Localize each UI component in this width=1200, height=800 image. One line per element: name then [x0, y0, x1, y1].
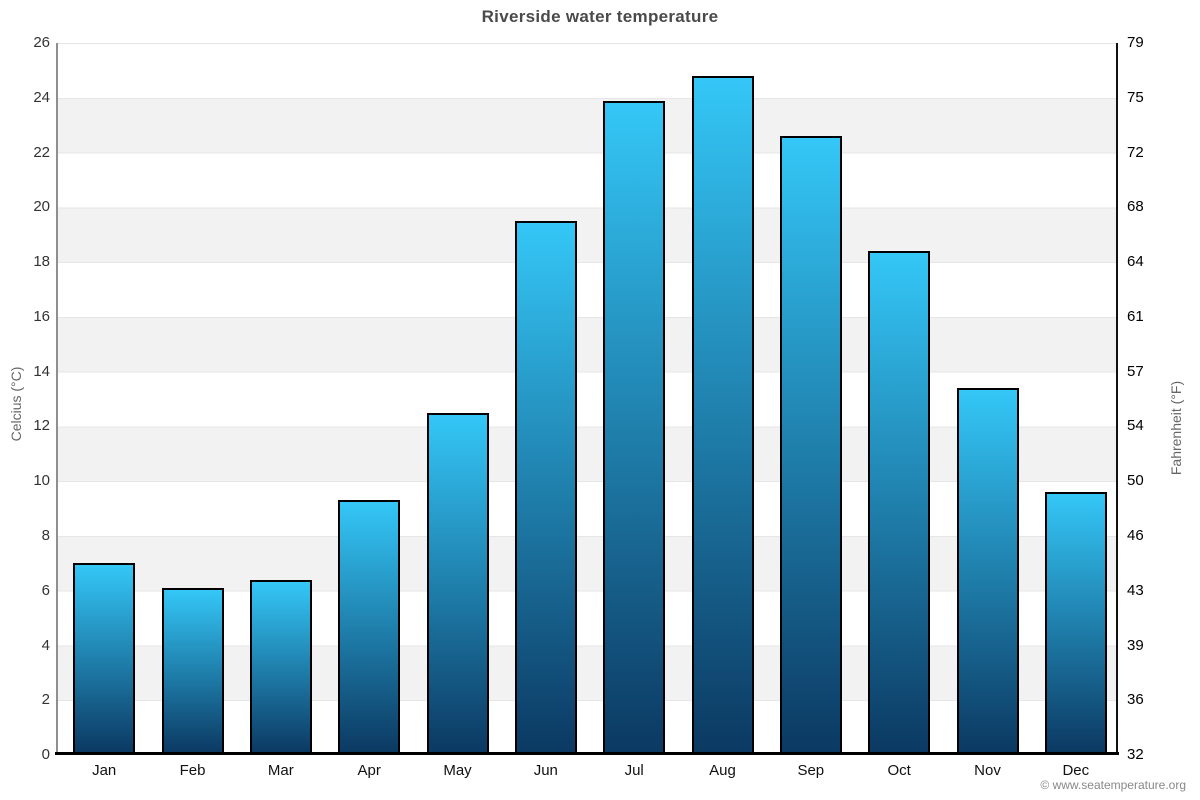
fahrenheit-tick-32: 32	[1127, 746, 1144, 763]
month-label-may: May	[443, 762, 472, 779]
fahrenheit-tick-46: 46	[1127, 526, 1144, 544]
x-axis-line	[55, 752, 1119, 755]
bar-aug	[691, 75, 754, 755]
fahrenheit-tick-61: 61	[1127, 307, 1144, 325]
plot-area	[57, 43, 1117, 755]
celsius-tick-26: 26	[33, 34, 50, 51]
celsius-tick-12: 12	[33, 417, 50, 435]
fahrenheit-tick-64: 64	[1127, 253, 1144, 271]
month-label-sep: Sep	[797, 762, 825, 779]
celsius-tick-4: 4	[41, 636, 50, 654]
fahrenheit-tick-79: 79	[1127, 34, 1144, 51]
chart-title: Riverside water temperature	[481, 7, 719, 26]
fahrenheit-axis-line	[1116, 43, 1118, 755]
celsius-axis-title: Celcius (°C)	[8, 366, 24, 442]
bar-jan	[73, 563, 136, 755]
celsius-tick-22: 22	[33, 143, 50, 161]
celsius-tick-6: 6	[41, 581, 50, 599]
bar-may	[426, 412, 489, 755]
celsius-tick-14: 14	[33, 362, 50, 380]
fahrenheit-tick-50: 50	[1127, 472, 1144, 490]
bar-jul	[603, 100, 666, 755]
fahrenheit-tick-57: 57	[1127, 362, 1144, 380]
bar-feb	[161, 588, 224, 755]
month-label-oct: Oct	[887, 762, 911, 779]
celsius-tick-18: 18	[33, 253, 50, 271]
fahrenheit-tick-54: 54	[1127, 417, 1144, 435]
celsius-axis-line	[56, 43, 58, 755]
copyright-credit: © www.seatemperature.org	[1040, 778, 1186, 792]
fahrenheit-tick-39: 39	[1127, 636, 1144, 654]
fahrenheit-tick-43: 43	[1127, 581, 1144, 599]
celsius-tick-8: 8	[41, 526, 50, 544]
celsius-tick-20: 20	[33, 198, 50, 216]
celsius-tick-16: 16	[33, 307, 50, 325]
bar-oct	[868, 251, 931, 755]
fahrenheit-tick-68: 68	[1127, 198, 1144, 216]
bar-dec	[1044, 492, 1107, 755]
month-label-nov: Nov	[974, 762, 1001, 779]
celsius-tick-24: 24	[33, 88, 50, 106]
celsius-tick-10: 10	[33, 472, 50, 490]
bar-nov	[956, 388, 1019, 755]
bar-mar	[249, 579, 312, 755]
fahrenheit-tick-36: 36	[1127, 691, 1144, 709]
fahrenheit-axis-title: Fahrenheit (°F)	[1168, 380, 1184, 476]
month-label-dec: Dec	[1062, 762, 1090, 779]
month-label-jun: Jun	[533, 762, 558, 779]
fahrenheit-tick-75: 75	[1127, 88, 1144, 106]
month-label-mar: Mar	[267, 762, 294, 779]
month-label-aug: Aug	[709, 762, 736, 779]
bar-apr	[338, 500, 401, 755]
bar-jun	[514, 221, 577, 755]
month-label-jan: Jan	[92, 762, 117, 779]
celsius-tick-2: 2	[41, 691, 50, 709]
bar-sep	[779, 136, 842, 755]
celsius-tick-0: 0	[41, 746, 50, 763]
fahrenheit-tick-72: 72	[1127, 143, 1144, 161]
month-label-feb: Feb	[179, 762, 206, 779]
month-label-jul: Jul	[624, 762, 644, 779]
month-label-apr: Apr	[357, 762, 381, 779]
